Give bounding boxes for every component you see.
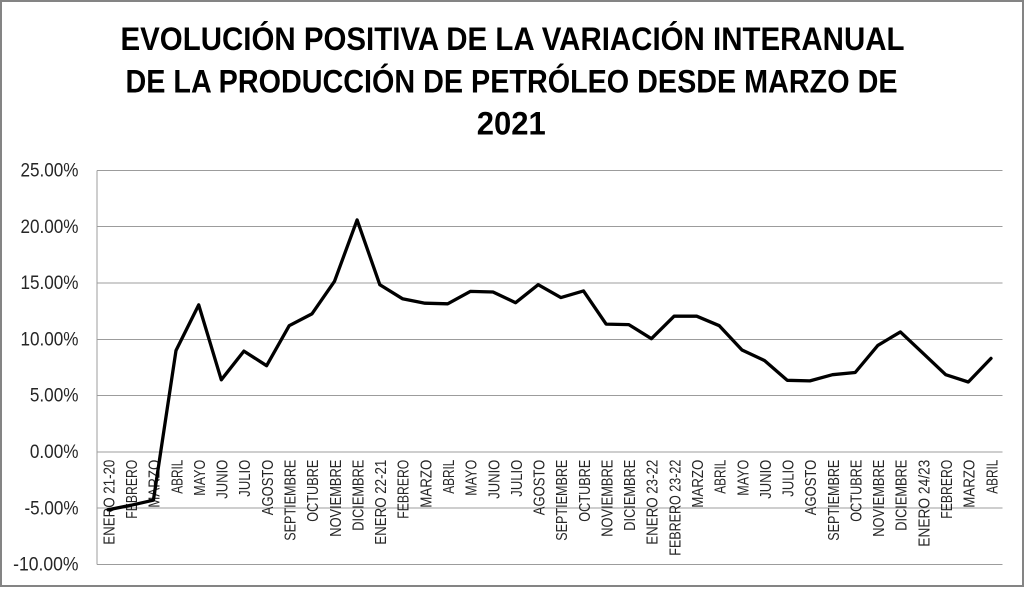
svg-text:JULIO: JULIO — [781, 460, 798, 497]
svg-text:SEPTIEMBRE: SEPTIEMBRE — [554, 460, 571, 541]
svg-text:DICIEMBRE: DICIEMBRE — [622, 460, 639, 531]
svg-text:NOVIEMBRE: NOVIEMBRE — [328, 460, 345, 537]
svg-text:MAYO: MAYO — [735, 460, 752, 496]
svg-text:FEBRERO: FEBRERO — [396, 460, 413, 519]
svg-text:MAYO: MAYO — [192, 460, 209, 496]
svg-text:EVOLUCIÓN POSITIVA DE LA VARIA: EVOLUCIÓN POSITIVA DE LA VARIACIÓN INTER… — [121, 21, 905, 57]
svg-text:15.00%: 15.00% — [21, 273, 79, 294]
svg-text:MARZO: MARZO — [962, 460, 979, 508]
svg-text:MARZO: MARZO — [418, 460, 435, 508]
svg-text:NOVIEMBRE: NOVIEMBRE — [871, 460, 888, 537]
svg-text:0.00%: 0.00% — [30, 442, 79, 463]
svg-text:ENERO 24/23: ENERO 24/23 — [916, 460, 933, 547]
svg-text:AGOSTO: AGOSTO — [260, 460, 277, 516]
svg-text:AGOSTO: AGOSTO — [532, 460, 549, 516]
svg-text:5.00%: 5.00% — [30, 386, 79, 407]
svg-text:JUNIO: JUNIO — [758, 460, 775, 499]
svg-text:SEPTIEMBRE: SEPTIEMBRE — [826, 460, 843, 541]
svg-text:JULIO: JULIO — [509, 460, 526, 497]
svg-text:20.00%: 20.00% — [21, 217, 79, 238]
svg-text:DICIEMBRE: DICIEMBRE — [350, 460, 367, 531]
svg-text:2021: 2021 — [477, 106, 546, 142]
svg-text:JUNIO: JUNIO — [215, 460, 232, 499]
svg-text:-5.00%: -5.00% — [25, 498, 79, 519]
svg-text:ABRIL: ABRIL — [441, 460, 458, 494]
svg-text:OCTUBRE: OCTUBRE — [849, 460, 866, 522]
svg-text:ABRIL: ABRIL — [984, 460, 1001, 494]
svg-text:MARZO: MARZO — [690, 460, 707, 508]
svg-text:ABRIL: ABRIL — [713, 460, 730, 494]
svg-text:FEBRERO: FEBRERO — [124, 460, 141, 519]
svg-text:SEPTIEMBRE: SEPTIEMBRE — [283, 460, 300, 541]
svg-text:JUNIO: JUNIO — [486, 460, 503, 499]
svg-text:MAYO: MAYO — [464, 460, 481, 496]
svg-text:10.00%: 10.00% — [21, 330, 79, 351]
svg-text:OCTUBRE: OCTUBRE — [577, 460, 594, 522]
svg-text:-10.00%: -10.00% — [13, 555, 78, 576]
svg-text:NOVIEMBRE: NOVIEMBRE — [599, 460, 616, 537]
svg-text:AGOSTO: AGOSTO — [803, 460, 820, 516]
svg-text:ABRIL: ABRIL — [169, 460, 186, 494]
svg-text:25.00%: 25.00% — [21, 161, 79, 182]
svg-text:ENERO 21-20: ENERO 21-20 — [101, 460, 118, 545]
svg-text:JULIO: JULIO — [237, 460, 254, 497]
svg-text:OCTUBRE: OCTUBRE — [305, 460, 322, 522]
svg-text:ENERO 22-21: ENERO 22-21 — [373, 460, 390, 545]
svg-text:FEBRERO 23-22: FEBRERO 23-22 — [667, 460, 684, 556]
svg-text:DE LA PRODUCCIÓN DE PETRÓLEO D: DE LA PRODUCCIÓN DE PETRÓLEO DESDE MARZO… — [126, 63, 898, 99]
svg-text:DICIEMBRE: DICIEMBRE — [894, 460, 911, 531]
svg-text:FEBRERO: FEBRERO — [939, 460, 956, 519]
svg-text:ENERO 23-22: ENERO 23-22 — [645, 460, 662, 545]
